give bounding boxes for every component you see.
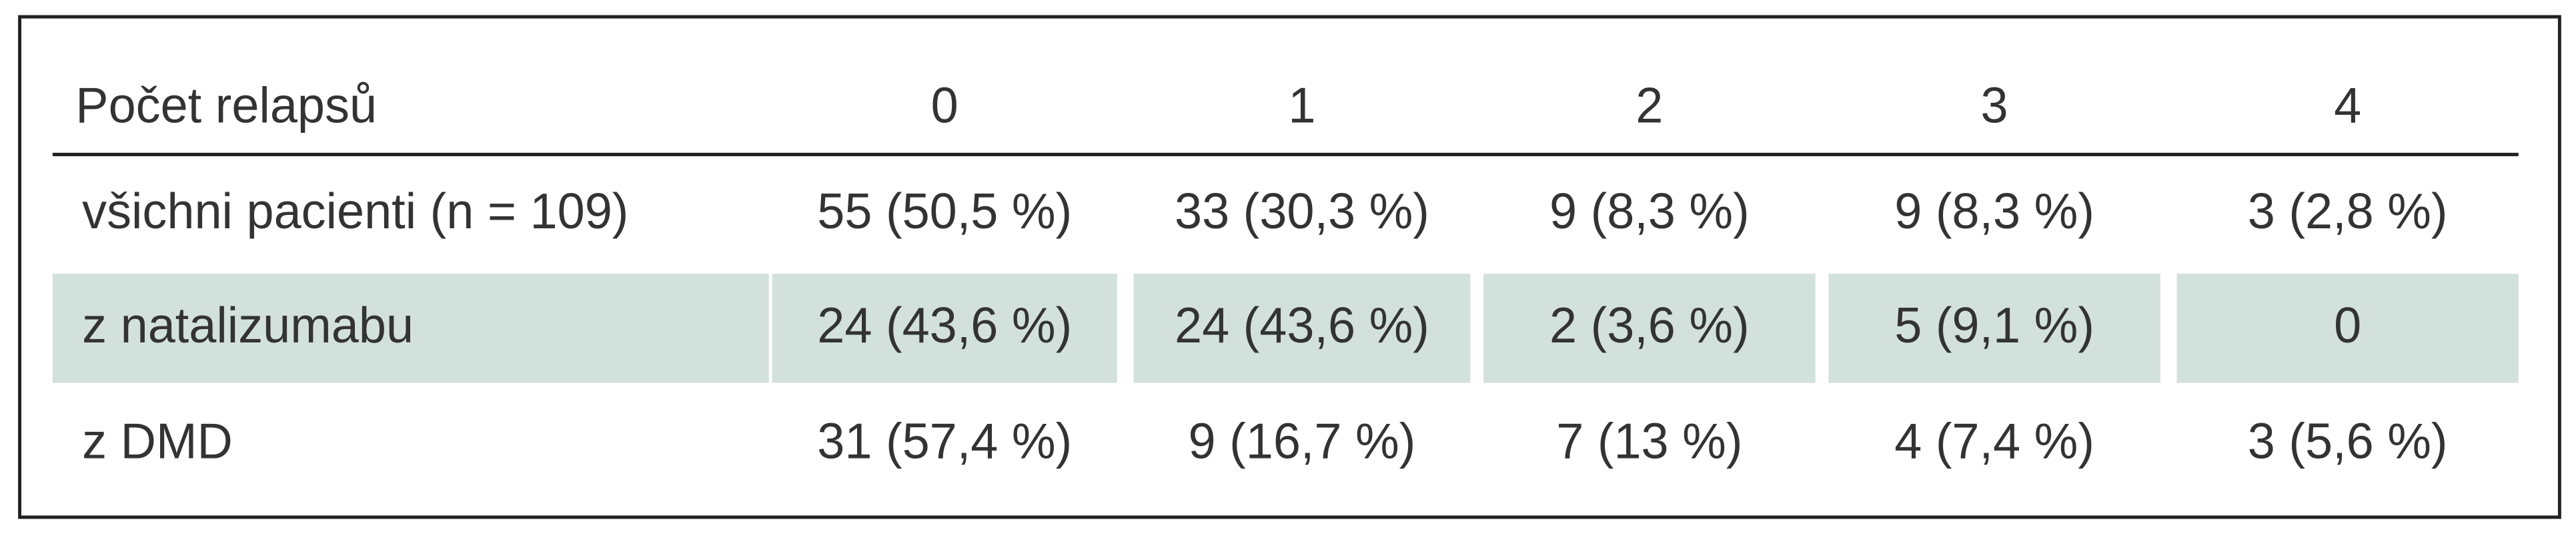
cell: 4 (7,4 %) bbox=[1894, 413, 2094, 469]
cell: 24 (43,6 %) bbox=[817, 296, 1072, 353]
row-shade bbox=[772, 274, 1117, 383]
column-header: 2 bbox=[1636, 77, 1663, 134]
column-header: Počet relapsů bbox=[75, 77, 377, 134]
cell: 9 (16,7 %) bbox=[1189, 413, 1416, 469]
cell: 5 (9,1 %) bbox=[1894, 296, 2094, 353]
cell: 9 (8,3 %) bbox=[1549, 182, 1750, 239]
column-header: 4 bbox=[2334, 77, 2361, 134]
row-shade bbox=[52, 274, 769, 383]
cell: 31 (57,4 %) bbox=[817, 413, 1072, 469]
row-label: z natalizumabu bbox=[82, 296, 414, 353]
cell: 7 (13 %) bbox=[1556, 413, 1742, 469]
cell: 9 (8,3 %) bbox=[1894, 182, 2094, 239]
row-shade bbox=[1133, 274, 1471, 383]
row-label: všichni pacienti (n = 109) bbox=[82, 182, 628, 239]
cell: 3 (5,6 %) bbox=[2248, 413, 2448, 469]
row-label: z DMD bbox=[82, 413, 233, 469]
frame bbox=[18, 15, 2561, 519]
cell: 2 (3,6 %) bbox=[1549, 296, 1750, 353]
row-shade bbox=[2176, 274, 2519, 383]
row-shade bbox=[1828, 274, 2160, 383]
column-header: 0 bbox=[931, 77, 958, 134]
cell: 55 (50,5 %) bbox=[817, 182, 1072, 239]
cell: 24 (43,6 %) bbox=[1175, 296, 1429, 353]
column-header: 1 bbox=[1288, 77, 1315, 134]
cell: 3 (2,8 %) bbox=[2248, 182, 2448, 239]
cell: 0 bbox=[2334, 296, 2361, 353]
row-shade bbox=[1483, 274, 1816, 383]
cell: 33 (30,3 %) bbox=[1175, 182, 1429, 239]
column-header: 3 bbox=[1981, 77, 2008, 134]
